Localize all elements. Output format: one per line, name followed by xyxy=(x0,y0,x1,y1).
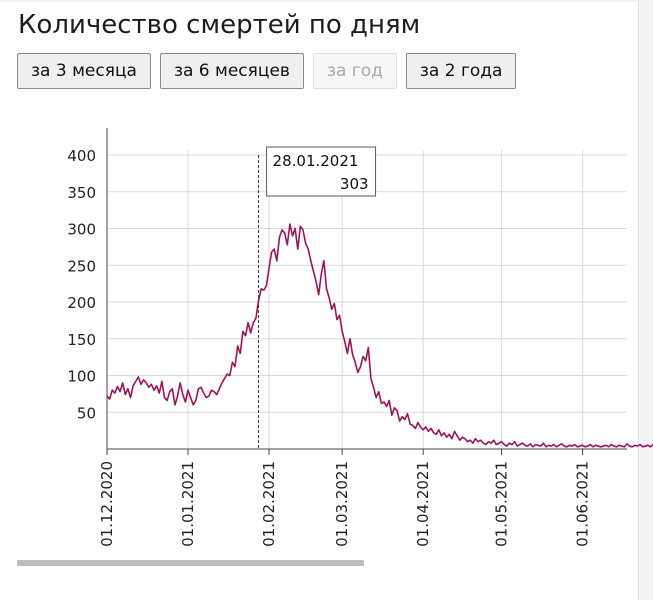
x-tick-label: 01.05.2021 xyxy=(493,461,511,547)
horizontal-scrollbar[interactable] xyxy=(17,560,364,566)
y-tick-label: 50 xyxy=(77,404,96,422)
x-tick-label: 01.01.2021 xyxy=(179,461,197,547)
deaths-series-line xyxy=(106,223,653,448)
y-tick-label: 350 xyxy=(67,184,96,202)
y-tick-label: 250 xyxy=(67,257,96,275)
top-border xyxy=(0,0,653,2)
range-1-year-button: за год xyxy=(312,53,397,89)
tooltip: 28.01.2021 303 xyxy=(266,146,377,197)
page-title: Количество смертей по дням xyxy=(18,10,421,40)
axes: 50 100 150 200 250 300 350 400 01.12.2020 01.01.2… xyxy=(67,128,627,547)
range-buttons: за 3 месяца за 6 месяцев за год за 2 год… xyxy=(17,53,517,89)
x-tick-label: 01.06.2021 xyxy=(574,461,592,547)
x-tick-label: 01.03.2021 xyxy=(333,461,351,547)
page-scrollbar[interactable] xyxy=(638,0,653,600)
grid xyxy=(107,150,627,449)
range-6-months-button[interactable]: за 6 месяцев xyxy=(159,53,304,89)
tooltip-box xyxy=(266,146,377,197)
y-tick-label: 150 xyxy=(67,331,96,349)
x-tick-label: 01.12.2020 xyxy=(98,461,116,547)
data-series xyxy=(106,223,653,448)
tooltip-value: 303 xyxy=(340,175,369,193)
range-3-months-button[interactable]: за 3 месяца xyxy=(17,53,151,89)
x-tick-label: 01.04.2021 xyxy=(414,461,432,547)
y-tick-label: 100 xyxy=(67,368,96,386)
y-tick-label: 400 xyxy=(67,147,96,165)
range-2-years-button[interactable]: за 2 года xyxy=(405,53,517,89)
y-tick-label: 300 xyxy=(67,221,96,239)
y-tick-label: 200 xyxy=(67,294,96,312)
x-tick-label: 01.02.2021 xyxy=(260,461,278,547)
tooltip-date: 28.01.2021 xyxy=(273,152,359,170)
